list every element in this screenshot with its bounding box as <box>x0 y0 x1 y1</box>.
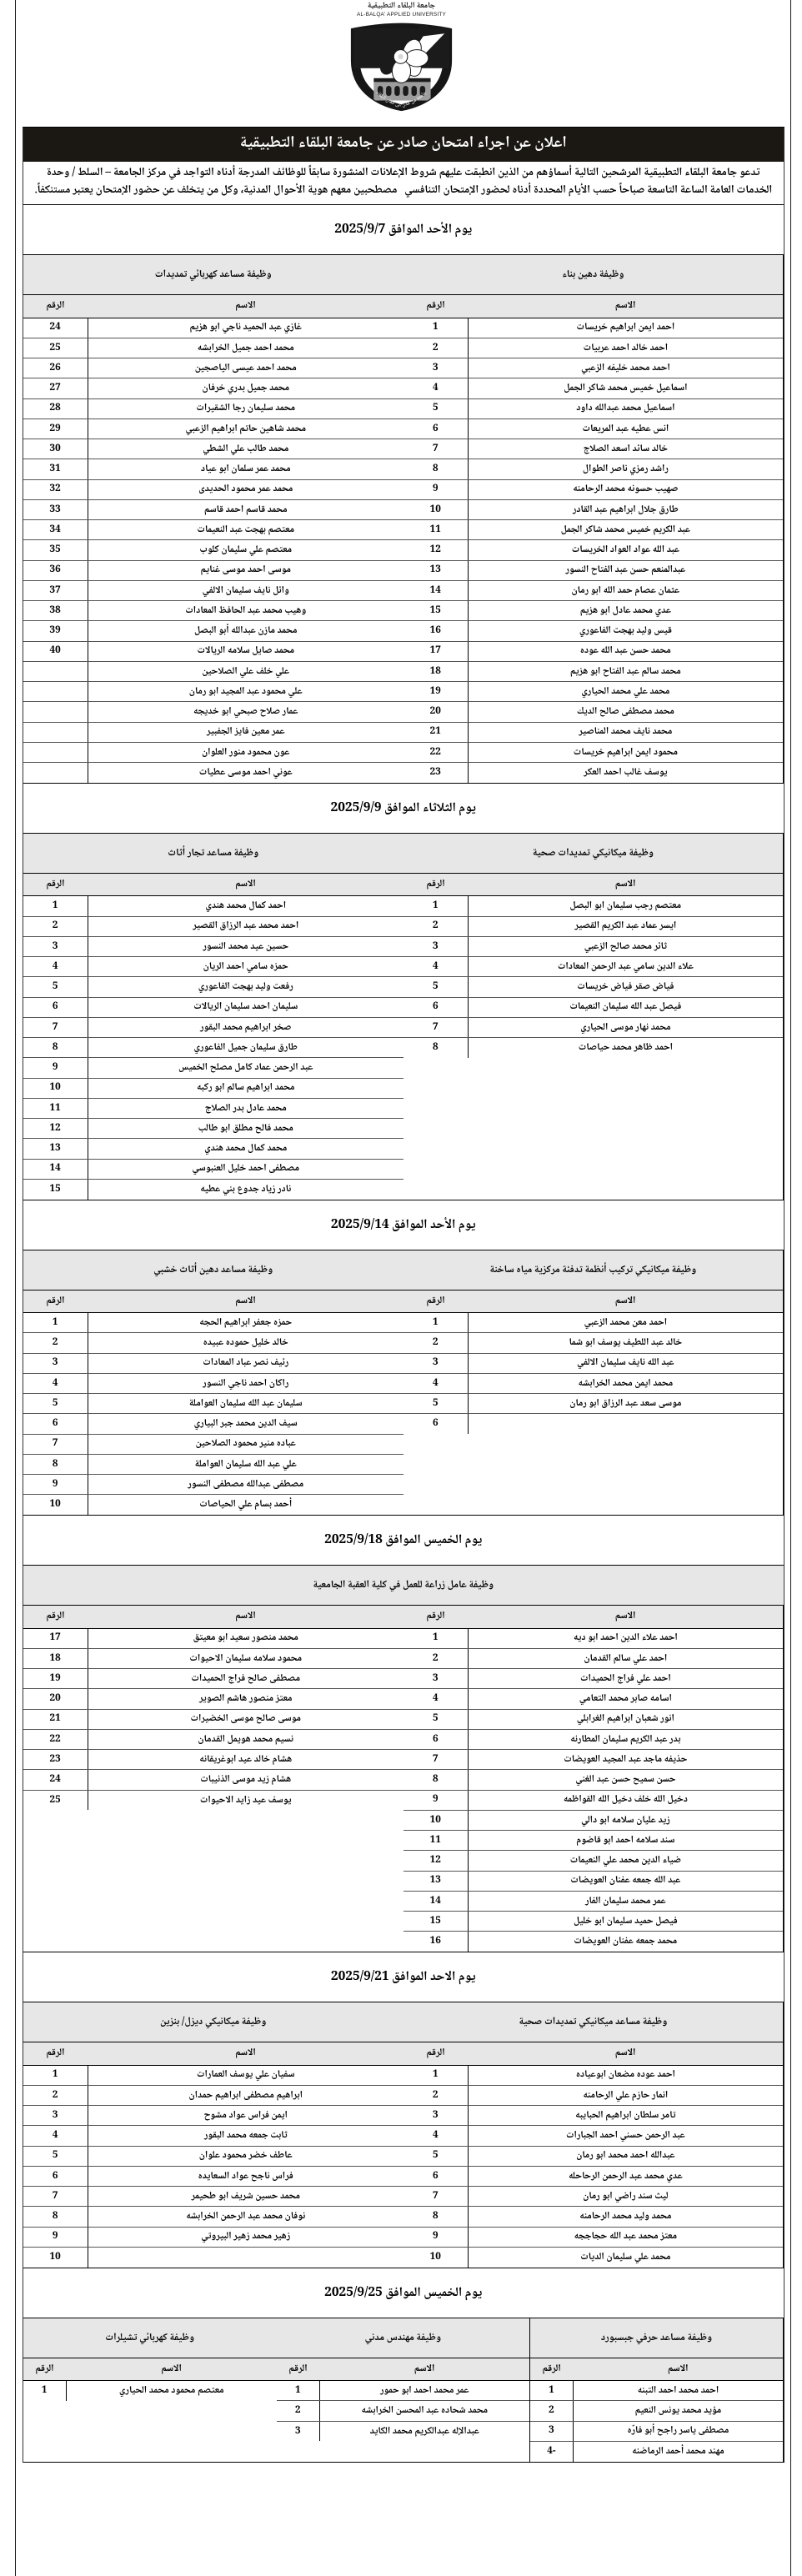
svg-text:AL-BALQA' APPLIED UNIVERSITY: AL-BALQA' APPLIED UNIVERSITY <box>357 12 446 18</box>
